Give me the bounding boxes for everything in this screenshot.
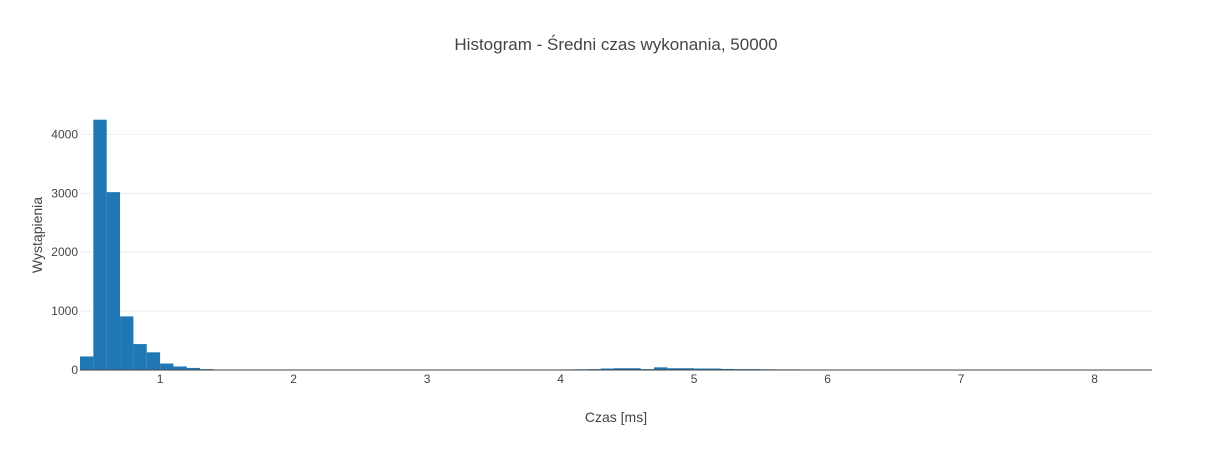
histogram-bar bbox=[120, 316, 134, 370]
x-tick-label: 7 bbox=[958, 372, 965, 386]
x-tick-label: 4 bbox=[557, 372, 564, 386]
x-tick-label: 3 bbox=[424, 372, 431, 386]
histogram-bar bbox=[613, 368, 628, 370]
y-axis-ticks: 0 1000 2000 3000 4000 bbox=[51, 127, 78, 377]
x-tick-label: 2 bbox=[290, 372, 297, 386]
histogram-bar bbox=[146, 352, 161, 370]
y-tick-label: 0 bbox=[71, 363, 78, 377]
x-axis-title: Czas [ms] bbox=[585, 409, 647, 425]
histogram-bar bbox=[173, 366, 187, 370]
x-tick-label: 8 bbox=[1091, 372, 1098, 386]
x-tick-label: 1 bbox=[157, 372, 164, 386]
chart-title: Histogram - Średni czas wykonania, 50000 bbox=[454, 35, 777, 54]
histogram-bar bbox=[680, 368, 695, 370]
histogram-bar bbox=[720, 368, 735, 370]
histogram-bar bbox=[106, 192, 121, 370]
histogram-bar bbox=[133, 344, 147, 370]
histogram-bar bbox=[186, 367, 201, 370]
histogram-bar bbox=[80, 356, 94, 370]
histogram-bar bbox=[707, 368, 721, 370]
histogram-bar bbox=[600, 368, 614, 370]
x-tick-label: 6 bbox=[824, 372, 831, 386]
y-axis-title: Wystąpienia bbox=[29, 197, 45, 273]
y-tick-label: 4000 bbox=[51, 127, 78, 141]
gridlines bbox=[80, 133, 1152, 312]
histogram-bar bbox=[694, 368, 708, 370]
histogram-bar bbox=[93, 119, 107, 370]
histogram-bar bbox=[627, 368, 641, 370]
histogram-bar bbox=[160, 363, 174, 370]
y-tick-label: 3000 bbox=[51, 186, 78, 200]
histogram-bar bbox=[654, 367, 668, 370]
histogram-bar bbox=[667, 368, 681, 370]
x-tick-label: 5 bbox=[691, 372, 698, 386]
y-tick-label: 2000 bbox=[51, 245, 78, 259]
histogram-bars bbox=[80, 119, 1148, 370]
y-tick-label: 1000 bbox=[51, 304, 78, 318]
x-axis-ticks: 1 2 3 4 5 6 7 8 bbox=[157, 372, 1098, 386]
